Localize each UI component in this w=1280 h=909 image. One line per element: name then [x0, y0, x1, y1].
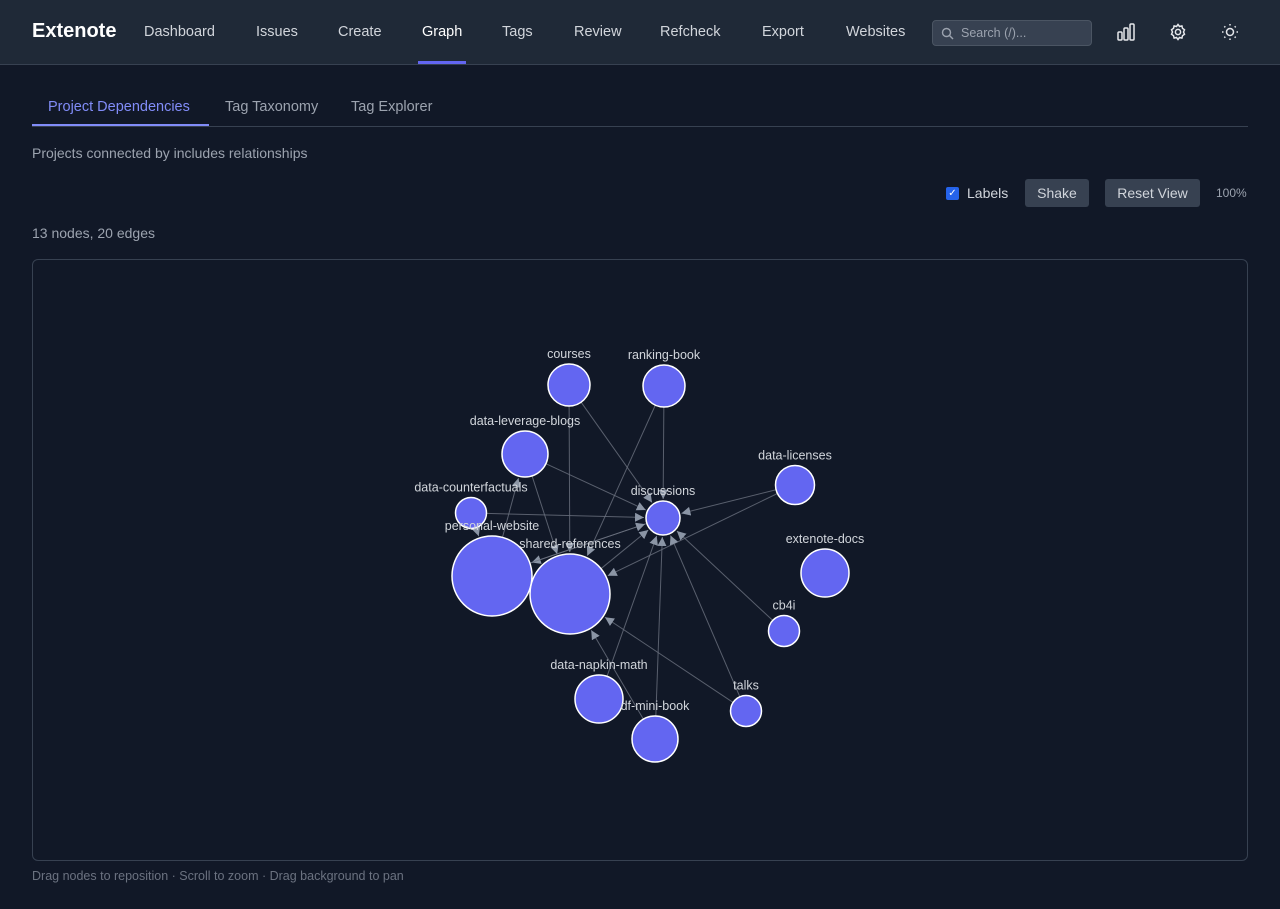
graph-description: Projects connected by includes relations… [32, 145, 308, 161]
labels-checkbox-label[interactable]: Labels [967, 185, 1009, 201]
edge-talks-to-discussions [669, 535, 741, 697]
nav-refcheck[interactable]: Refcheck [660, 24, 721, 40]
node-label: data-leverage-blogs [470, 414, 581, 428]
nav-review[interactable]: Review [574, 24, 622, 40]
labels-checkbox[interactable]: ✓ [946, 187, 959, 200]
nav-dashboard[interactable]: Dashboard [144, 24, 215, 40]
nav-issues[interactable]: Issues [256, 24, 298, 40]
bar-chart-icon[interactable] [1117, 22, 1135, 42]
edge-df-mini-book-to-shared-references [590, 629, 644, 720]
nav-export[interactable]: Export [762, 24, 804, 40]
node-data-counterfactuals[interactable] [454, 496, 488, 530]
edge-personal-website-to-data-leverage-blogs [501, 478, 521, 538]
graph-tabs: Project Dependencies Tag Taxonomy Tag Ex… [32, 92, 1248, 127]
node-data-licenses[interactable] [774, 464, 816, 506]
active-nav-indicator [418, 61, 466, 64]
node-discussions[interactable] [645, 500, 681, 536]
node-label: ranking-book [628, 348, 701, 362]
edge-courses-to-discussions [580, 401, 653, 503]
node-label: data-napkin-math [550, 658, 647, 672]
node-label: extenote-docs [786, 532, 865, 546]
edge-ranking-book-to-discussions [658, 406, 668, 500]
active-tab-indicator [32, 124, 209, 126]
tab-project-dependencies[interactable]: Project Dependencies [48, 99, 190, 115]
edge-ranking-book-to-shared-references [586, 404, 656, 556]
node-label: courses [547, 347, 591, 361]
nav-websites[interactable]: Websites [846, 24, 906, 40]
gear-icon[interactable] [1169, 22, 1187, 42]
node-data-leverage-blogs[interactable] [501, 430, 549, 478]
node-label: data-licenses [758, 449, 832, 463]
node-extenote-docs[interactable] [800, 548, 850, 598]
node-courses[interactable] [547, 363, 591, 407]
nav-graph[interactable]: Graph [422, 24, 463, 40]
node-label: cb4i [773, 599, 796, 613]
nav-tags[interactable]: Tags [502, 24, 533, 40]
edge-data-leverage-blogs-to-discussions [545, 463, 646, 511]
tab-tag-explorer[interactable]: Tag Explorer [351, 99, 433, 115]
edge-data-licenses-to-discussions [681, 489, 777, 516]
edge-data-counterfactuals-to-personal-website [471, 526, 481, 537]
edge-data-counterfactuals-to-discussions [486, 512, 645, 522]
node-cb4i[interactable] [767, 614, 801, 648]
search-input[interactable]: Search (/)... [932, 20, 1092, 46]
sun-icon[interactable] [1221, 22, 1239, 42]
graph-stats: 13 nodes, 20 edges [32, 225, 155, 241]
node-personal-website[interactable] [451, 535, 533, 617]
graph-hint: Drag nodes to reposition · Scroll to zoo… [32, 869, 404, 883]
edge-df-mini-book-to-discussions [655, 536, 667, 717]
zoom-level: 100% [1216, 186, 1247, 200]
nav-create[interactable]: Create [338, 24, 382, 40]
node-talks[interactable] [729, 694, 763, 728]
top-nav: Extenote Dashboard Issues Create Graph T… [0, 0, 1280, 65]
edge-courses-to-shared-references [565, 405, 575, 553]
tab-tag-taxonomy[interactable]: Tag Taxonomy [225, 99, 319, 115]
node-ranking-book[interactable] [642, 364, 686, 408]
search-icon [941, 27, 954, 40]
shake-button[interactable]: Shake [1025, 179, 1089, 207]
node-label: personal-website [445, 519, 540, 533]
node-shared-references[interactable] [529, 553, 611, 635]
edge-talks-to-shared-references [604, 616, 734, 703]
app-logo[interactable]: Extenote [32, 20, 117, 42]
node-df-mini-book[interactable] [631, 715, 679, 763]
edge-data-napkin-math-to-discussions [606, 535, 658, 677]
node-label: discussions [631, 484, 696, 498]
edge-personal-website-to-discussions [529, 522, 646, 564]
node-label: df-mini-book [621, 699, 691, 713]
edge-shared-references-to-discussions [600, 529, 649, 570]
graph-svg[interactable]: courses ranking-book data-leverage-blogs da… [33, 260, 1249, 862]
search-placeholder: Search (/)... [961, 26, 1027, 40]
node-label: shared-references [519, 537, 620, 551]
edge-data-licenses-to-shared-references [607, 493, 778, 577]
node-label: talks [733, 679, 759, 693]
node-label: data-counterfactuals [414, 481, 527, 495]
edge-cb4i-to-discussions [676, 530, 774, 621]
graph-canvas[interactable]: courses ranking-book data-leverage-blogs da… [32, 259, 1248, 861]
reset-view-button[interactable]: Reset View [1105, 179, 1200, 207]
node-data-napkin-math[interactable] [574, 674, 624, 724]
